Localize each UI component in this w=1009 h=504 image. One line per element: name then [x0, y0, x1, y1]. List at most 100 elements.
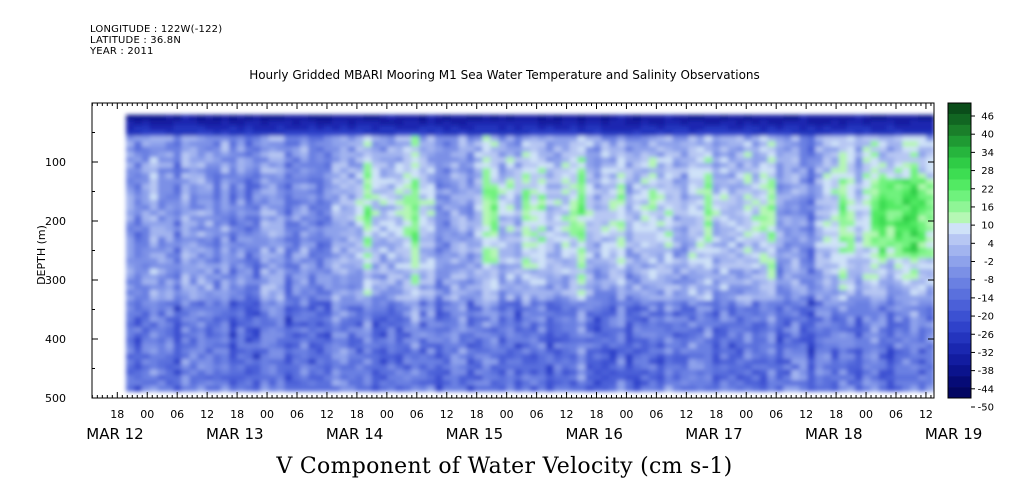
- heatmap-cell: [704, 194, 713, 201]
- heatmap-cell: [458, 125, 468, 132]
- heatmap-cell: [601, 353, 610, 360]
- heatmap-cell: [759, 263, 769, 270]
- heatmap-cell: [696, 152, 706, 159]
- heatmap-cell: [347, 332, 357, 339]
- heatmap-cell: [862, 359, 872, 366]
- heatmap-cell: [601, 359, 610, 366]
- heatmap-cell: [823, 274, 832, 281]
- heatmap-cell: [838, 252, 848, 259]
- heatmap-cell: [268, 332, 278, 339]
- heatmap-cell: [300, 295, 309, 302]
- heatmap-cell: [704, 375, 713, 382]
- heatmap-cell: [149, 375, 159, 382]
- heatmap-cell: [656, 221, 666, 228]
- heatmap-cell: [506, 364, 515, 371]
- heatmap-cell: [252, 337, 262, 344]
- heatmap-cell: [609, 189, 618, 196]
- heatmap-cell: [276, 199, 286, 206]
- heatmap-cell: [379, 157, 389, 164]
- heatmap-cell: [355, 178, 365, 185]
- heatmap-cell: [846, 364, 856, 371]
- heatmap-cell: [672, 130, 682, 137]
- heatmap-cell: [157, 136, 167, 143]
- heatmap-cell: [482, 189, 492, 196]
- heatmap-cell: [133, 263, 143, 270]
- heatmap-cell: [537, 359, 547, 366]
- heatmap-cell: [617, 290, 626, 297]
- heatmap-cell: [355, 141, 365, 148]
- heatmap-cell: [854, 162, 864, 169]
- heatmap-cell: [157, 369, 167, 376]
- heatmap-cell: [308, 385, 317, 392]
- heatmap-cell: [236, 167, 246, 174]
- heatmap-cell: [625, 290, 634, 297]
- heatmap-cell: [133, 380, 143, 387]
- heatmap-cell: [545, 290, 555, 297]
- heatmap-cell: [759, 152, 769, 159]
- heatmap-cell: [862, 178, 872, 185]
- heatmap-cell: [403, 146, 412, 153]
- heatmap-cell: [284, 242, 294, 249]
- heatmap-cell: [347, 306, 357, 313]
- heatmap-cell: [688, 194, 698, 201]
- heatmap-cell: [815, 321, 824, 328]
- heatmap-cell: [434, 321, 444, 328]
- heatmap-cell: [522, 130, 531, 137]
- heatmap-cell: [545, 205, 555, 212]
- heatmap-cell: [656, 247, 666, 254]
- heatmap-cell: [363, 364, 373, 371]
- heatmap-cell: [419, 353, 428, 360]
- heatmap-cell: [332, 125, 341, 132]
- heatmap-cell: [537, 380, 547, 387]
- heatmap-cell: [838, 199, 848, 206]
- heatmap-cell: [419, 385, 428, 392]
- heatmap-cell: [767, 337, 777, 344]
- heatmap-cell: [213, 183, 222, 190]
- heatmap-cell: [427, 167, 436, 174]
- heatmap-cell: [569, 274, 579, 281]
- heatmap-cell: [292, 189, 302, 196]
- heatmap-cell: [751, 194, 761, 201]
- heatmap-cell: [553, 183, 563, 190]
- heatmap-cell: [522, 295, 531, 302]
- heatmap-cell: [189, 353, 199, 360]
- heatmap-cell: [569, 364, 579, 371]
- heatmap-cell: [244, 295, 254, 302]
- heatmap-cell: [229, 221, 238, 228]
- heatmap-cell: [252, 327, 262, 334]
- heatmap-cell: [514, 130, 523, 137]
- heatmap-cell: [482, 136, 492, 143]
- heatmap-cell: [498, 125, 507, 132]
- heatmap-cell: [720, 337, 729, 344]
- heatmap-cell: [601, 125, 610, 132]
- heatmap-cell: [126, 247, 135, 254]
- heatmap-cell: [427, 321, 436, 328]
- heatmap-cell: [530, 152, 539, 159]
- heatmap-cell: [498, 375, 507, 382]
- heatmap-cell: [339, 125, 349, 132]
- heatmap-cell: [292, 284, 302, 291]
- heatmap-cell: [332, 343, 341, 350]
- heatmap-cell: [633, 332, 642, 339]
- heatmap-cell: [854, 295, 864, 302]
- heatmap-cell: [585, 268, 595, 275]
- heatmap-cell: [712, 130, 721, 137]
- heatmap-cell: [823, 343, 832, 350]
- heatmap-cell: [498, 178, 507, 185]
- heatmap-cell: [260, 300, 270, 307]
- heatmap-cell: [846, 295, 856, 302]
- heatmap-cell: [165, 268, 175, 275]
- heatmap-cell: [823, 210, 832, 217]
- heatmap-cell: [213, 321, 222, 328]
- heatmap-cell: [791, 284, 801, 291]
- heatmap-cell: [173, 306, 183, 313]
- heatmap-cell: [149, 199, 159, 206]
- heatmap-cell: [807, 359, 816, 366]
- heatmap-cell: [133, 215, 143, 222]
- heatmap-cell: [403, 152, 412, 159]
- heatmap-cell: [339, 210, 349, 217]
- heatmap-cell: [545, 332, 555, 339]
- heatmap-cell: [442, 125, 452, 132]
- heatmap-cell: [395, 120, 404, 127]
- heatmap-cell: [157, 210, 167, 217]
